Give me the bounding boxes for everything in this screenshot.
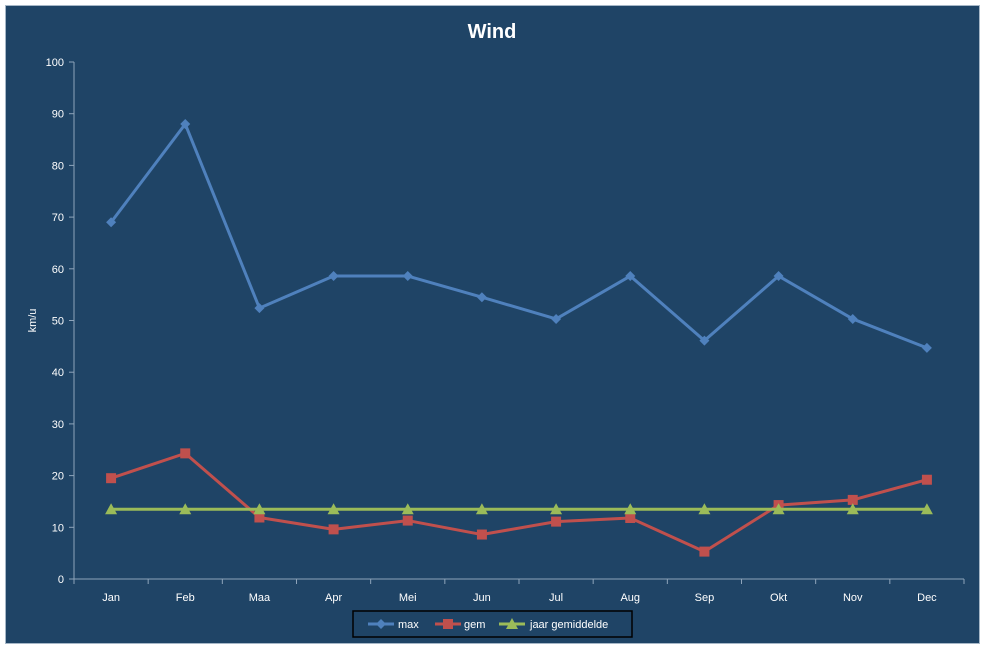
x-tick-label: Dec	[917, 592, 937, 604]
data-point-max	[476, 292, 487, 303]
data-point-max	[106, 217, 117, 228]
series-line-max	[109, 122, 928, 350]
x-tick-label: Jul	[549, 592, 563, 604]
x-tick-label: Jan	[102, 592, 120, 604]
y-tick-label: 50	[52, 316, 64, 328]
x-tick-label: Sep	[695, 592, 715, 604]
data-point-jaar-gemiddelde	[624, 503, 637, 515]
y-tick-label: 60	[52, 264, 64, 276]
data-point-jaar-gemiddelde	[920, 503, 933, 515]
data-point-gem	[699, 546, 710, 557]
x-tick-label: Nov	[843, 592, 863, 604]
data-point-jaar-gemiddelde	[698, 503, 711, 515]
x-tick-label: Feb	[176, 592, 195, 604]
x-tick-label: Okt	[770, 592, 787, 604]
legend-marker-max	[376, 619, 386, 629]
legend-box	[352, 610, 633, 638]
y-tick-label: 90	[52, 109, 64, 121]
legend-label: gem	[464, 619, 485, 631]
data-point-gem	[254, 512, 265, 523]
data-point-jaar-gemiddelde	[253, 503, 266, 515]
chart-title: Wind	[468, 21, 517, 43]
y-tick-label: 30	[52, 419, 64, 431]
data-point-jaar-gemiddelde	[475, 503, 488, 515]
data-point-gem	[476, 529, 487, 540]
x-tick-label: Mei	[399, 592, 417, 604]
data-point-max	[328, 271, 339, 282]
y-tick-label: 100	[46, 57, 64, 69]
x-tick-label: Jun	[473, 592, 491, 604]
data-point-max	[699, 335, 710, 346]
y-axis-label: km/u	[27, 309, 39, 333]
data-point-gem	[328, 524, 339, 535]
series-line-gem	[110, 451, 928, 554]
data-point-gem	[847, 494, 858, 505]
data-point-gem	[921, 474, 932, 485]
chart-frame	[5, 5, 980, 644]
x-tick-label: Aug	[620, 592, 640, 604]
legend-label: max	[398, 619, 419, 631]
data-point-jaar-gemiddelde	[179, 503, 192, 515]
data-point-gem	[106, 473, 117, 484]
data-point-max	[402, 271, 413, 282]
data-point-max	[625, 271, 636, 282]
data-point-jaar-gemiddelde	[401, 503, 414, 515]
data-point-max	[254, 303, 265, 314]
data-point-gem	[180, 448, 191, 459]
data-point-max	[180, 119, 191, 130]
legend-marker-jaar-gemiddelde	[506, 618, 518, 629]
legend-label: jaar gemiddelde	[529, 619, 608, 631]
y-tick-label: 10	[52, 522, 64, 534]
data-point-gem	[551, 516, 562, 527]
data-point-jaar-gemiddelde	[846, 503, 859, 515]
y-tick-label: 40	[52, 367, 64, 379]
data-point-gem	[402, 515, 413, 526]
y-tick-label: 20	[52, 471, 64, 483]
data-point-jaar-gemiddelde	[550, 503, 563, 515]
x-tick-label: Apr	[325, 592, 342, 604]
data-point-jaar-gemiddelde	[772, 503, 785, 515]
y-tick-label: 80	[52, 160, 64, 172]
data-point-max	[847, 313, 858, 324]
data-point-max	[921, 342, 932, 353]
data-point-jaar-gemiddelde	[327, 503, 340, 515]
legend-marker-gem	[443, 619, 453, 629]
data-point-jaar-gemiddelde	[105, 503, 118, 515]
data-point-max	[551, 313, 562, 324]
y-tick-label: 70	[52, 212, 64, 224]
data-point-max	[773, 271, 784, 282]
x-tick-label: Maa	[249, 592, 271, 604]
data-point-gem	[625, 512, 636, 523]
y-tick-label: 0	[58, 574, 64, 586]
